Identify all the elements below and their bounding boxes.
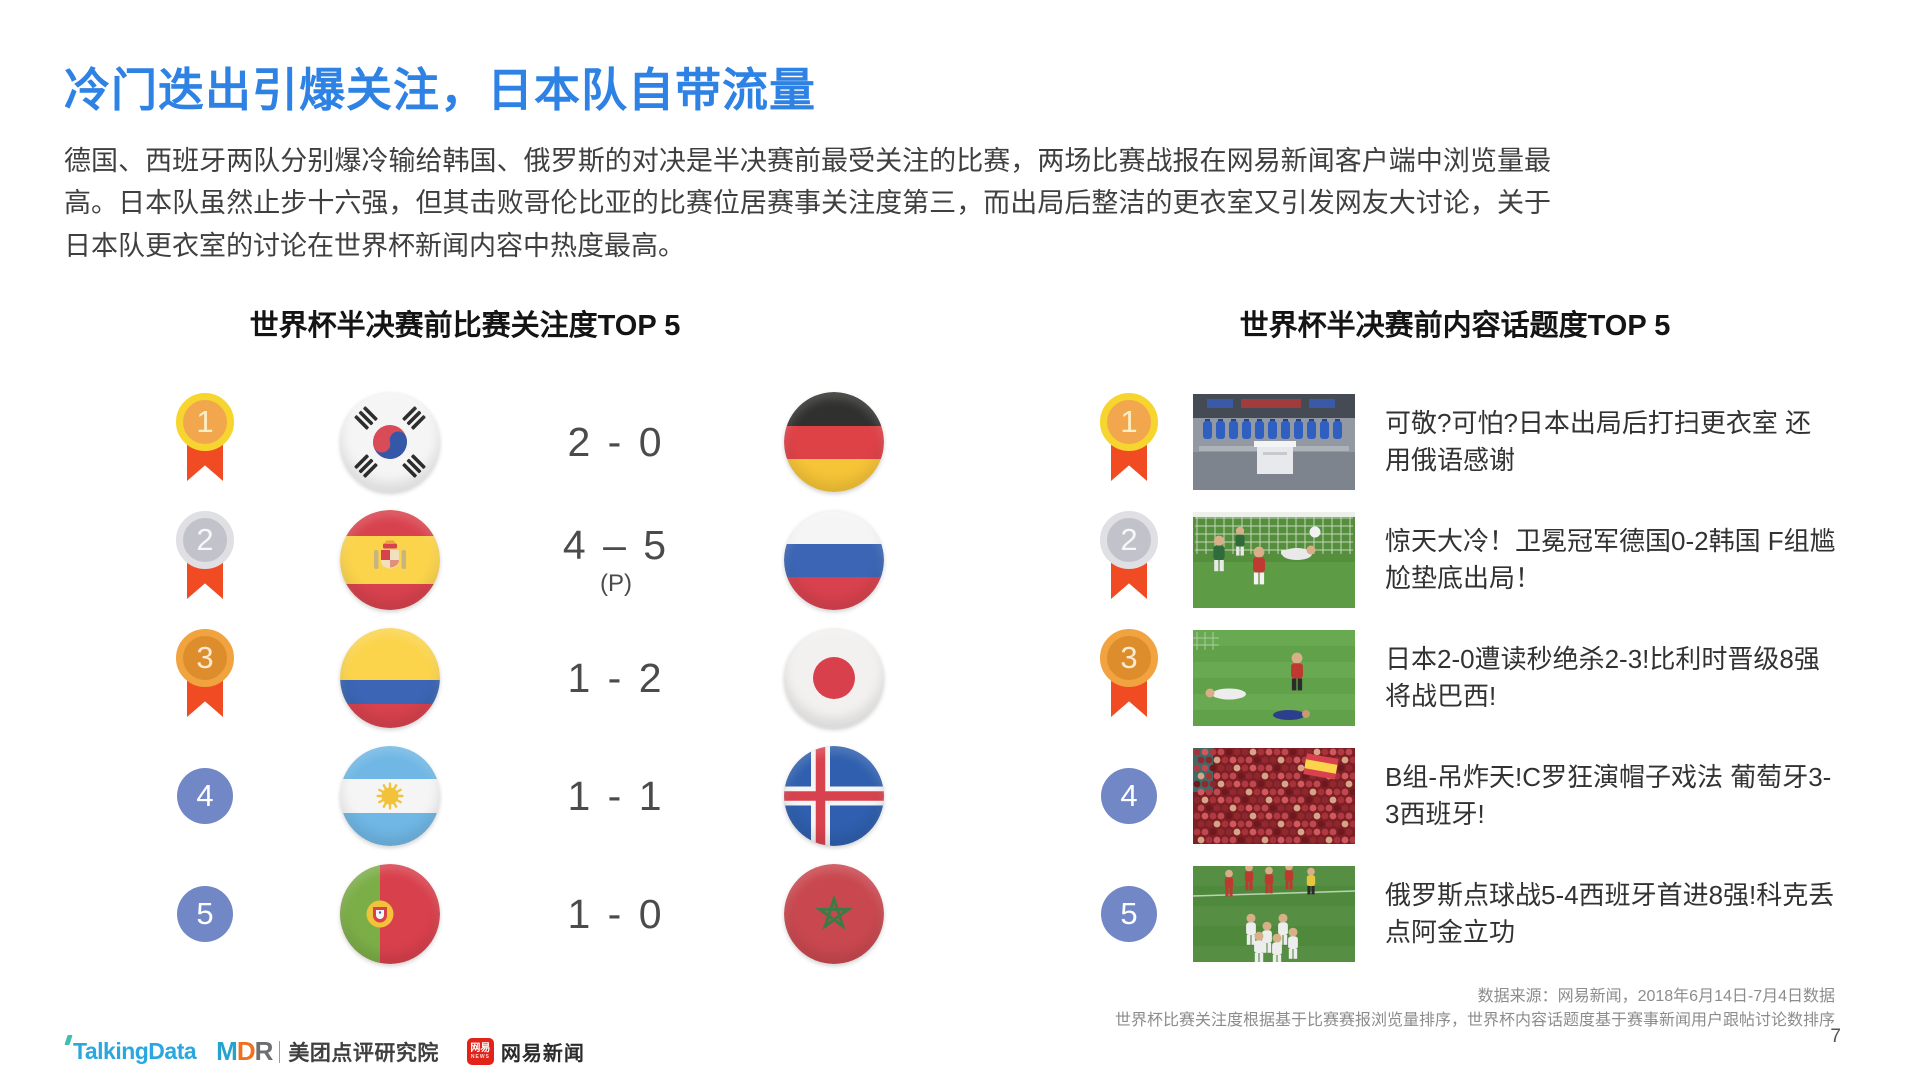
right-panel-title: 世界杯半决赛前内容话题度TOP 5: [1239, 310, 1671, 342]
mdr-letter-m: M: [216, 1036, 238, 1066]
news-headline: 惊天大冷！卫冕冠军德国0-2韩国 F组尴尬垫底出局！: [1385, 526, 1836, 593]
talkingdata-logo: TalkingData: [64, 1035, 197, 1065]
medal-number: 3: [1100, 629, 1158, 687]
news-row-4: 4 B组-吊炸天!C罗狂演帽子戏法 葡萄牙3-3西班牙!: [1090, 737, 1860, 855]
news-row-5: 5 俄罗斯点球战5-4西班牙首进8强!科克丢点阿金立功: [1090, 855, 1860, 973]
flag-colombia-icon: [340, 628, 440, 728]
rank-number-badge: 5: [1101, 886, 1157, 942]
netease-icon-sub: NEWS: [470, 1053, 490, 1060]
rank-number-badge: 4: [177, 768, 233, 824]
news-row-1: 1 可敬?可怕?日本出局后打扫更衣室 还用俄语感谢: [1090, 383, 1860, 501]
match-row-1: 1 2 - 0: [150, 383, 950, 501]
news-headline: 可敬?可怕?日本出局后打扫更衣室 还用俄语感谢: [1385, 408, 1812, 475]
medal-gold-icon: 1: [1100, 389, 1158, 487]
flag-germany-icon: [784, 392, 884, 492]
left-panel-title: 世界杯半决赛前比赛关注度TOP 5: [249, 310, 681, 342]
mdr-letter-d: D: [236, 1036, 256, 1066]
news-headline: 日本2-0遭读秒绝杀2-3!比利时晋级8强将战巴西!: [1385, 644, 1820, 711]
match-row-5: 5 1 - 0: [150, 855, 950, 973]
flag-portugal-icon: [340, 864, 440, 964]
score-text: 1 - 2: [567, 654, 665, 701]
match-score: 1 - 0: [526, 855, 706, 973]
medal-bronze-icon: 3: [1100, 625, 1158, 723]
medal-silver-icon: 2: [176, 507, 234, 605]
thumbnail-japan-locker-room: [1193, 394, 1355, 490]
match-rank-list: 1 2 - 0 2 4 – 5 (P) 3 1 - 2 4: [150, 383, 950, 973]
netease-news-label: 网易新闻: [500, 1043, 585, 1065]
medal-number: 2: [1100, 511, 1158, 569]
medal-number: 2: [176, 511, 234, 569]
netease-app-icon: 网易 NEWS: [466, 1038, 494, 1065]
medal-gold-icon: 1: [176, 389, 234, 487]
medal-bronze-icon: 3: [176, 625, 234, 723]
news-row-3: 3 日本2-0遭读秒绝杀2-3!比利时晋级8强将战巴西!: [1090, 619, 1860, 737]
score-text: 2 - 0: [567, 418, 665, 465]
data-source-line2: 世界杯比赛关注度根据基于比赛赛报浏览量排序，世界杯内容话题度基于赛事新闻用户跟帖…: [1114, 1012, 1835, 1029]
news-headline: B组-吊炸天!C罗狂演帽子戏法 葡萄牙3-3西班牙!: [1385, 762, 1832, 829]
medal-number: 3: [176, 629, 234, 687]
match-score: 1 - 1: [526, 737, 706, 855]
netease-logo: 网易 NEWS 网易新闻: [466, 1037, 585, 1066]
score-text: 1 - 1: [567, 772, 665, 819]
match-row-4: 4 1 - 1: [150, 737, 950, 855]
medal-number: 1: [1100, 393, 1158, 451]
meituan-research-label: 美团点评研究院: [288, 1041, 439, 1065]
thumbnail-portugal-spain-fans: [1193, 748, 1355, 844]
mdr-letter-r: R: [254, 1036, 274, 1066]
talkingdata-logo-text: TalkingData: [73, 1038, 197, 1064]
talkingdata-tick-icon: [64, 1035, 73, 1045]
match-score: 1 - 2: [526, 619, 706, 737]
flag-japan-icon: [784, 628, 884, 728]
flag-russia-icon: [784, 510, 884, 610]
flag-morocco-icon: [784, 864, 884, 964]
medal-number: 1: [176, 393, 234, 451]
news-rank-list: 1 可敬?可怕?日本出局后打扫更衣室 还用俄语感谢 2 惊天大冷！卫冕冠军德国0…: [1090, 383, 1860, 973]
thumbnail-germany-korea-goal: [1193, 512, 1355, 608]
rank-number-badge: 5: [177, 886, 233, 942]
match-score: 4 – 5 (P): [526, 501, 706, 619]
thumbnail-russia-spain-celebration: [1193, 866, 1355, 962]
flag-iceland-icon: [784, 746, 884, 846]
page-number: 7: [1830, 1026, 1841, 1047]
flag-south-korea-icon: [340, 392, 440, 492]
match-score: 2 - 0: [526, 383, 706, 501]
match-row-3: 3 1 - 2: [150, 619, 950, 737]
news-row-2: 2 惊天大冷！卫冕冠军德国0-2韩国 F组尴尬垫底出局！: [1090, 501, 1860, 619]
intro-paragraph: 德国、西班牙两队分别爆冷输给韩国、俄罗斯的对决是半决赛前最受关注的比赛，两场比赛…: [64, 146, 1551, 261]
flag-spain-icon: [340, 510, 440, 610]
rank-number-badge: 4: [1101, 768, 1157, 824]
medal-silver-icon: 2: [1100, 507, 1158, 605]
flag-argentina-icon: [340, 746, 440, 846]
data-source-note: 数据来源：网易新闻，2018年6月14日-7月4日数据 世界杯比赛关注度根据基于…: [1115, 985, 1835, 1033]
data-source-line1: 数据来源：网易新闻，2018年6月14日-7月4日数据: [1477, 988, 1835, 1005]
score-text: 4 – 5: [562, 522, 670, 568]
score-text: 1 - 0: [567, 890, 665, 937]
score-note: (P): [600, 570, 632, 597]
logo-divider: [279, 1040, 281, 1063]
netease-icon-text: 网易: [470, 1042, 491, 1054]
match-row-2: 2 4 – 5 (P): [150, 501, 950, 619]
page-title: 冷门迭出引爆关注，日本队自带流量: [64, 64, 816, 116]
news-headline: 俄罗斯点球战5-4西班牙首进8强!科克丢点阿金立功: [1385, 880, 1835, 947]
thumbnail-japan-belgium-match: [1193, 630, 1355, 726]
